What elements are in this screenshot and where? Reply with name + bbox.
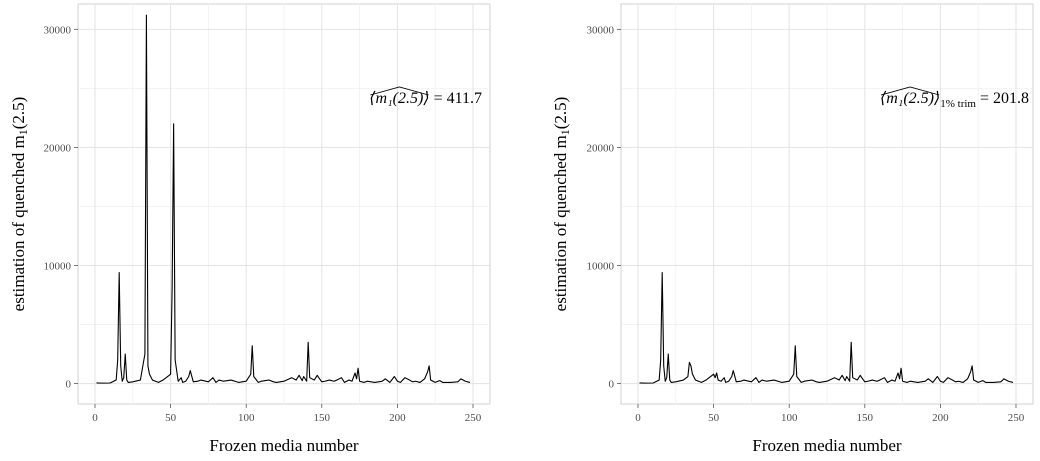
y-tick-label: 30000 xyxy=(587,24,615,36)
annotation-lhs: ⟨m₁(2.5)⟩ xyxy=(369,90,429,107)
y-axis-title: estimation of quenched m1(2.5) xyxy=(551,97,572,312)
x-axis-title: Frozen media number xyxy=(209,436,359,455)
annotation-rhs: = 411.7 xyxy=(434,90,482,107)
left-chart: 0 50 100 150 200 250 0 10000 20000 30000 Frozen me… xyxy=(9,3,491,455)
y-axis-title-main: estimation of quenched m xyxy=(551,135,570,311)
series-line xyxy=(639,272,1014,384)
annotation-hat xyxy=(880,86,940,96)
annotation-lhs: ⟨m₁(2.5)⟩ xyxy=(880,90,940,107)
y-tick-label: 20000 xyxy=(587,142,615,154)
y-axis-title-sub: 1 xyxy=(16,129,30,135)
y-axis-title: estimation of quenched m1(2.5) xyxy=(9,97,30,312)
y-axis-title-tail: (2.5) xyxy=(9,97,28,130)
annotation-text: ⟨m₁(2.5)⟩1% trim = 201.8 xyxy=(880,90,1029,110)
annotation-sub: 1% trim xyxy=(940,98,976,110)
y-axis-title-main: estimation of quenched m xyxy=(9,135,28,311)
x-tick-label: 50 xyxy=(165,412,177,424)
x-tick-label: 0 xyxy=(635,412,641,424)
y-tick-label: 30000 xyxy=(44,24,72,36)
x-tick-label: 100 xyxy=(238,412,255,424)
y-axis-title-sub: 1 xyxy=(558,129,572,135)
y-tick-label: 0 xyxy=(609,379,615,391)
x-tick-label: 150 xyxy=(857,412,874,424)
left-chart-panel: 0 50 100 150 200 250 0 10000 20000 30000 Frozen me… xyxy=(9,3,491,455)
x-tick-label: 200 xyxy=(389,412,406,424)
series-line xyxy=(96,14,471,384)
right-chart: 0 50 100 150 200 250 0 10000 20000 30000 Frozen me… xyxy=(551,3,1034,455)
y-axis-title-tail: (2.5) xyxy=(551,97,570,130)
annotation-rhs: = 201.8 xyxy=(980,90,1029,107)
annotation-text: ⟨m₁(2.5)⟩ = 411.7 xyxy=(369,90,482,107)
x-tick-label: 250 xyxy=(1008,412,1025,424)
y-tick-label: 0 xyxy=(66,379,72,391)
x-tick-label: 150 xyxy=(314,412,331,424)
x-tick-label: 0 xyxy=(92,412,98,424)
x-tick-label: 100 xyxy=(781,412,798,424)
y-tick-label: 10000 xyxy=(587,261,615,273)
x-axis-title: Frozen media number xyxy=(752,436,902,455)
y-tick-label: 20000 xyxy=(44,142,72,154)
y-tick-label: 10000 xyxy=(44,261,72,273)
x-tick-label: 250 xyxy=(465,412,482,424)
x-tick-label: 200 xyxy=(932,412,949,424)
right-chart-panel: 0 50 100 150 200 250 0 10000 20000 30000 Frozen me… xyxy=(520,0,1040,461)
annotation-hat xyxy=(370,86,429,96)
x-tick-label: 50 xyxy=(708,412,720,424)
